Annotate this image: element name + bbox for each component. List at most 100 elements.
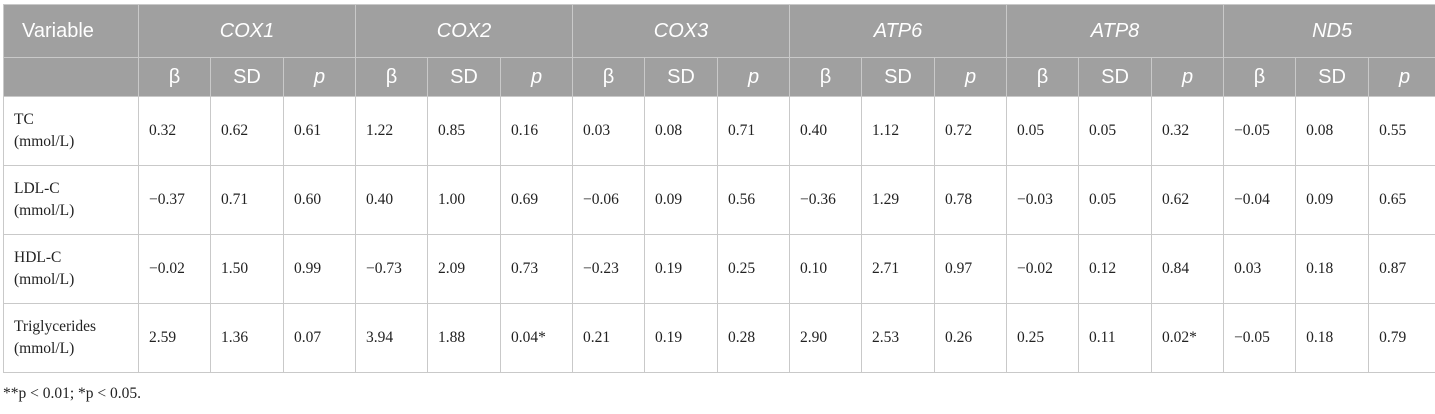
- table-cell: 0.21: [572, 303, 645, 373]
- table-cell: 1.00: [427, 165, 501, 235]
- variable-header: Variable: [3, 4, 139, 58]
- subheader-sd: SD: [644, 57, 718, 97]
- gene-header: ATP8: [1006, 4, 1225, 58]
- table-cell: 0.32: [138, 96, 211, 166]
- subheader-blank: [3, 57, 139, 97]
- table-cell: 1.12: [861, 96, 935, 166]
- table-cell: −0.05: [1223, 303, 1297, 373]
- table-cell: −0.23: [572, 234, 645, 304]
- table-cell: 0.71: [210, 165, 284, 235]
- table-cell: 0.25: [717, 234, 790, 304]
- table-cell: 0.72: [933, 96, 1008, 166]
- row-label-name: Triglycerides: [14, 318, 97, 335]
- table-row: Triglycerides (mmol/L) 2.59 1.36 0.07 3.94 1.8…: [3, 303, 1435, 373]
- subheader-sd: SD: [1078, 57, 1153, 97]
- table-cell: 0.97: [933, 234, 1008, 304]
- table-cell: 0.32: [1151, 96, 1225, 166]
- table-cell: 0.12: [1078, 234, 1153, 304]
- subheader-sd: SD: [1295, 57, 1370, 97]
- table-cell: 0.99: [283, 234, 356, 304]
- row-label-name: HDL-C: [14, 249, 62, 266]
- table-cell: 0.08: [1295, 96, 1370, 166]
- subheader-p: p: [933, 57, 1008, 97]
- table-cell: 0.05: [1078, 165, 1153, 235]
- row-label-name: TC: [14, 111, 34, 128]
- table-cell: −0.37: [138, 165, 211, 235]
- row-label-unit: (mmol/L): [14, 133, 75, 150]
- table-cell: 1.22: [355, 96, 428, 166]
- subheader-beta: β: [138, 57, 211, 97]
- subheader-sd: SD: [861, 57, 935, 97]
- table-cell: 2.90: [789, 303, 862, 373]
- table-cell: 0.25: [1006, 303, 1080, 373]
- table-cell: 0.04*: [500, 303, 573, 373]
- table-cell: 0.03: [572, 96, 645, 166]
- table-cell: 0.84: [1151, 234, 1225, 304]
- table-cell: 3.94: [355, 303, 428, 373]
- table-cell: 0.69: [500, 165, 573, 235]
- table-cell: −0.02: [138, 234, 211, 304]
- table-cell: 0.71: [717, 96, 790, 166]
- row-label-name: LDL-C: [14, 180, 60, 197]
- table-cell: 1.36: [210, 303, 284, 373]
- row-label: TC (mmol/L): [3, 96, 139, 166]
- table-cell: −0.04: [1223, 165, 1297, 235]
- table-cell: 2.09: [427, 234, 501, 304]
- gene-header: COX3: [572, 4, 790, 58]
- table-cell: −0.03: [1006, 165, 1080, 235]
- table-cell: −0.02: [1006, 234, 1080, 304]
- table-cell: 2.53: [861, 303, 935, 373]
- table-body: TC (mmol/L) 0.32 0.62 0.61 1.22 0.85 0.16 0.03 0.…: [3, 96, 1435, 373]
- table-cell: 0.40: [355, 165, 428, 235]
- table-cell: 0.02*: [1151, 303, 1225, 373]
- table-cell: 0.05: [1078, 96, 1153, 166]
- table-cell: 0.09: [1295, 165, 1370, 235]
- table-cell: 0.18: [1295, 303, 1370, 373]
- table-cell: 0.62: [1151, 165, 1225, 235]
- table-cell: 0.60: [283, 165, 356, 235]
- table-cell: 0.56: [717, 165, 790, 235]
- subheader-p: p: [1368, 57, 1435, 97]
- table-cell: 0.40: [789, 96, 862, 166]
- subheader-row: β SD p β SD p β SD p β SD p β SD p β SD p: [3, 57, 1435, 97]
- subheader-beta: β: [1006, 57, 1080, 97]
- table-cell: 0.18: [1295, 234, 1370, 304]
- table-row: TC (mmol/L) 0.32 0.62 0.61 1.22 0.85 0.16 0.03 0.…: [3, 96, 1435, 166]
- subheader-p: p: [717, 57, 790, 97]
- footnote: **p < 0.01; *p < 0.05.: [3, 385, 142, 402]
- table-cell: 0.62: [210, 96, 284, 166]
- gene-header: COX1: [138, 4, 356, 58]
- gene-header: ND5: [1223, 4, 1435, 58]
- subheader-beta: β: [355, 57, 428, 97]
- table-cell: −0.73: [355, 234, 428, 304]
- table-cell: 0.19: [644, 234, 718, 304]
- table-cell: 0.55: [1368, 96, 1435, 166]
- table-cell: 0.85: [427, 96, 501, 166]
- table-cell: 0.78: [933, 165, 1008, 235]
- table-cell: 0.09: [644, 165, 718, 235]
- table-cell: 0.26: [933, 303, 1008, 373]
- subheader-sd: SD: [427, 57, 501, 97]
- row-label-unit: (mmol/L): [14, 271, 75, 288]
- row-label: HDL-C (mmol/L): [3, 234, 139, 304]
- subheader-beta: β: [789, 57, 862, 97]
- subheader-sd: SD: [210, 57, 284, 97]
- gene-header: COX2: [355, 4, 573, 58]
- table-cell: 1.29: [861, 165, 935, 235]
- row-label-unit: (mmol/L): [14, 340, 75, 357]
- table-cell: 0.08: [644, 96, 718, 166]
- table-cell: 2.59: [138, 303, 211, 373]
- table-cell: 0.11: [1078, 303, 1153, 373]
- subheader-beta: β: [572, 57, 645, 97]
- subheader-p: p: [1151, 57, 1225, 97]
- table-cell: 0.03: [1223, 234, 1297, 304]
- table-cell: −0.06: [572, 165, 645, 235]
- subheader-beta: β: [1223, 57, 1297, 97]
- table-cell: 0.73: [500, 234, 573, 304]
- table-cell: 0.10: [789, 234, 862, 304]
- table-cell: 0.61: [283, 96, 356, 166]
- table-cell: 1.88: [427, 303, 501, 373]
- table-cell: 0.28: [717, 303, 790, 373]
- table-cell: 0.05: [1006, 96, 1080, 166]
